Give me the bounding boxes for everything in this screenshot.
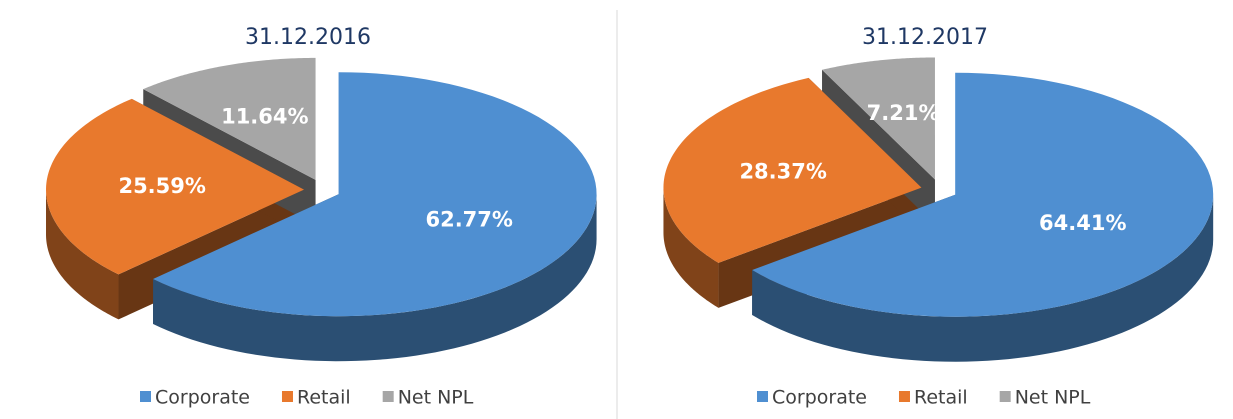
data-label: 25.59% bbox=[118, 174, 205, 198]
chart-title: 31.12.2017 bbox=[862, 25, 988, 50]
slice bbox=[143, 57, 316, 180]
chart-title: 31.12.2016 bbox=[245, 25, 371, 50]
legend-label: Retail bbox=[297, 387, 351, 409]
legend-label: Net NPL bbox=[1015, 387, 1091, 409]
legend-swatch bbox=[757, 391, 768, 402]
legend-label: Corporate bbox=[155, 387, 250, 409]
legend-swatch bbox=[382, 391, 394, 402]
data-label: 62.77% bbox=[425, 207, 512, 231]
slice-tops bbox=[46, 57, 597, 317]
legend-label: Corporate bbox=[772, 387, 867, 409]
data-label: 28.37% bbox=[739, 160, 826, 184]
legend-swatch bbox=[140, 391, 151, 402]
data-label: 64.41% bbox=[1039, 211, 1126, 235]
slice bbox=[153, 72, 597, 317]
slice-side bbox=[46, 189, 119, 320]
slice-side bbox=[752, 194, 1214, 362]
slice-side bbox=[663, 187, 719, 308]
legend-swatch bbox=[281, 391, 293, 402]
slice-side bbox=[153, 194, 597, 362]
legend-label: Retail bbox=[914, 387, 968, 409]
legend-label: Net NPL bbox=[398, 387, 474, 409]
legend-swatch bbox=[999, 391, 1011, 402]
slice bbox=[822, 57, 935, 180]
legend-swatch bbox=[898, 391, 910, 402]
data-label: 7.21% bbox=[867, 101, 940, 125]
slice bbox=[752, 72, 1214, 317]
slice bbox=[46, 98, 305, 275]
slice-tops bbox=[663, 57, 1214, 317]
slice bbox=[663, 77, 922, 263]
data-label: 11.64% bbox=[221, 104, 308, 128]
